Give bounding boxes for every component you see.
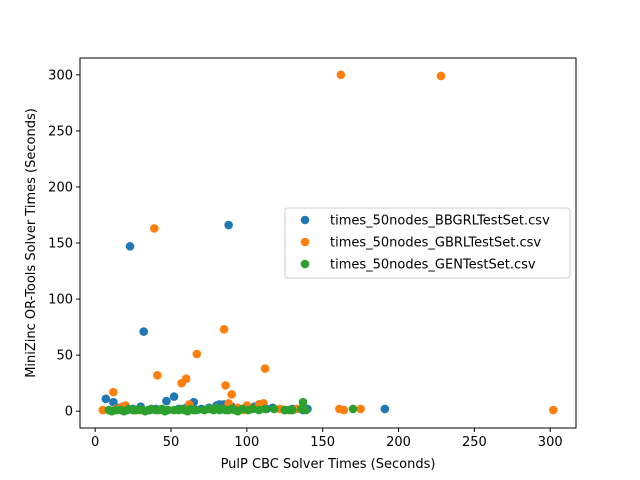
y-tick-label: 300 [48,68,73,83]
data-point-series-1 [192,349,202,359]
data-point-series-1 [219,325,229,334]
data-point-series-1 [221,381,230,390]
legend-marker [300,259,310,269]
data-point-series-1 [260,364,270,373]
y-tick-label: 200 [48,180,73,195]
x-tick-label: 300 [538,435,563,450]
data-point-series-2 [298,397,308,407]
legend-marker [300,237,310,247]
data-point-series-2 [348,404,358,414]
x-tick-label: 0 [91,435,99,450]
y-tick-label: 150 [48,237,73,252]
y-axis-label: MiniZinc OR-Tools Solver Times (Seconds) [24,108,39,378]
data-point-series-2 [192,405,202,415]
data-point-series-0 [380,404,390,414]
legend-label: times_50nodes_BBGRLTestSet.csv [330,214,550,229]
y-tick-label: 50 [56,349,73,364]
data-point-series-1 [336,70,346,80]
data-point-series-2 [163,405,173,415]
data-point-series-1 [548,405,558,415]
x-tick-label: 200 [386,435,411,450]
data-point-series-2 [301,405,311,415]
data-point-series-0 [162,396,171,406]
y-tick-label: 100 [48,293,73,308]
data-point-series-0 [125,242,135,251]
x-tick-label: 50 [163,435,180,450]
legend-label: times_50nodes_GBRLTestSet.csv [330,236,541,251]
data-point-series-1 [339,405,349,415]
data-point-series-0 [169,392,179,401]
x-tick-label: 150 [310,435,335,450]
data-point-series-1 [109,387,118,397]
data-point-series-1 [436,71,446,81]
data-point-series-1 [98,405,108,415]
data-point-series-0 [139,327,149,336]
data-point-series-1 [181,374,191,383]
data-point-series-2 [269,404,279,414]
data-point-series-1 [356,404,365,414]
data-point-series-0 [109,397,118,407]
legend-label: times_50nodes_GENTestSet.csv [330,258,536,273]
data-point-series-1 [227,390,236,399]
data-point-series-0 [101,394,111,404]
x-tick-label: 250 [462,435,487,450]
data-point-series-1 [150,224,159,233]
ticks-layer: 0 50 100 150 200 250 300 0 50 100 150 200 250 300 [48,68,562,450]
data-point-series-0 [224,220,233,230]
y-tick-label: 0 [65,405,73,420]
legend: times_50nodes_BBGRLTestSet.csv times_50no… [284,207,571,279]
data-point-series-1 [153,371,162,380]
points-layer [98,70,558,416]
data-point-series-2 [288,405,297,415]
x-tick-label: 100 [234,435,259,450]
x-axis-label: PulP CBC Solver Times (Seconds) [221,457,436,472]
legend-box [284,207,571,279]
legend-marker [300,215,310,225]
y-tick-label: 250 [48,124,73,139]
data-point-series-2 [260,404,270,414]
